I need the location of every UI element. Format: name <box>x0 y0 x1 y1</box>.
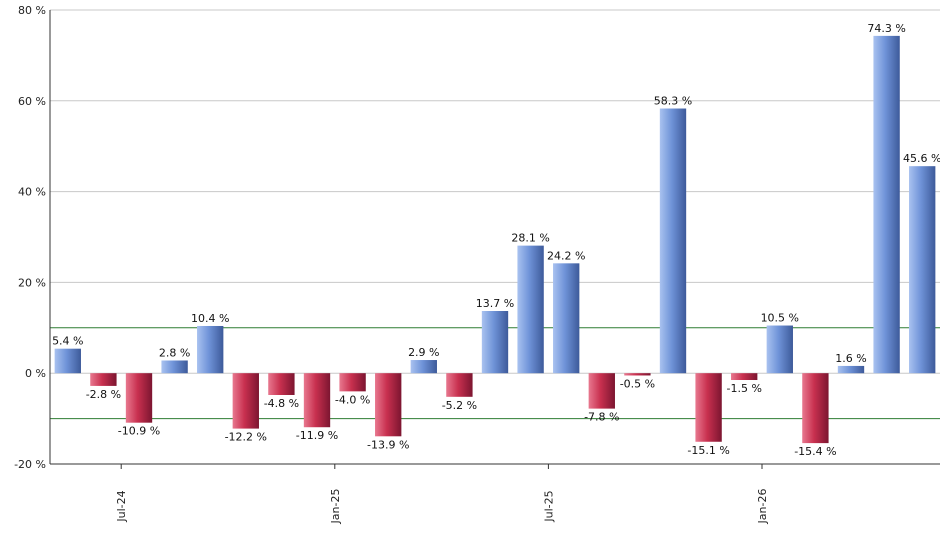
data-label: 5.4 % <box>52 335 83 348</box>
data-label: 45.6 % <box>903 152 940 165</box>
data-label: 2.8 % <box>159 346 190 359</box>
bar <box>339 373 366 392</box>
bar <box>624 373 651 376</box>
data-label: 13.7 % <box>476 297 514 310</box>
bar <box>54 348 81 374</box>
bar <box>446 373 473 397</box>
y-tick-label: 60 % <box>18 95 46 108</box>
data-label: 10.4 % <box>191 312 229 325</box>
bar <box>410 360 437 374</box>
x-tick-label: Jul-24 <box>115 490 128 522</box>
data-label: -11.9 % <box>296 429 338 442</box>
bar <box>659 108 687 374</box>
data-label: -15.4 % <box>794 445 836 458</box>
bar <box>873 35 900 374</box>
bar <box>125 373 153 423</box>
data-label: 10.5 % <box>761 312 799 325</box>
data-label: -1.5 % <box>726 382 761 395</box>
data-label: 24.2 % <box>547 249 585 262</box>
data-label: -4.0 % <box>335 393 370 406</box>
bar <box>90 373 117 386</box>
bar <box>268 373 295 395</box>
bar <box>802 373 829 444</box>
data-label: 58.3 % <box>654 95 692 108</box>
bar <box>517 245 544 374</box>
data-label: -13.9 % <box>367 438 409 451</box>
y-tick-label: 20 % <box>18 276 46 289</box>
x-tick-label: Jan-26 <box>756 489 769 525</box>
bar <box>303 373 331 428</box>
data-label: 1.6 % <box>835 352 866 365</box>
bar <box>588 373 615 409</box>
data-label: 2.9 % <box>408 346 439 359</box>
y-tick-label: 40 % <box>18 186 46 199</box>
bar <box>481 311 509 374</box>
data-label: 28.1 % <box>511 232 549 245</box>
data-labels: 5.4 % -2.8 % -10.9 % 2.8 % 10.4 % -12.2 % -4.8… <box>52 22 940 458</box>
bar <box>837 365 865 374</box>
data-label: -5.2 % <box>442 399 477 412</box>
y-tick-label: 80 % <box>18 4 46 17</box>
data-label: -15.1 % <box>687 444 729 457</box>
data-label: -12.2 % <box>225 431 267 444</box>
bar <box>197 325 224 374</box>
bar <box>695 373 722 442</box>
bar <box>232 373 259 429</box>
data-label: -7.8 % <box>584 411 619 424</box>
bar <box>161 360 188 374</box>
bars <box>54 35 936 444</box>
bar <box>766 325 793 374</box>
bar <box>909 166 936 374</box>
data-label: -0.5 % <box>620 377 655 390</box>
x-tick-label: Jan-25 <box>329 489 342 525</box>
data-label: -10.9 % <box>118 425 160 438</box>
data-label: 74.3 % <box>867 22 905 35</box>
y-tick-label: -20 % <box>14 458 46 471</box>
bar <box>553 263 580 374</box>
bar <box>731 373 758 381</box>
data-label: -2.8 % <box>86 388 121 401</box>
x-tick-label: Jul-25 <box>542 490 555 522</box>
axes: 80 % 60 % 40 % 20 % 0 % -20 % Jul-24 Jan-25 Jul-… <box>14 4 940 524</box>
bar <box>375 373 402 437</box>
data-label: -4.8 % <box>264 397 299 410</box>
y-tick-label: 0 % <box>25 367 46 380</box>
